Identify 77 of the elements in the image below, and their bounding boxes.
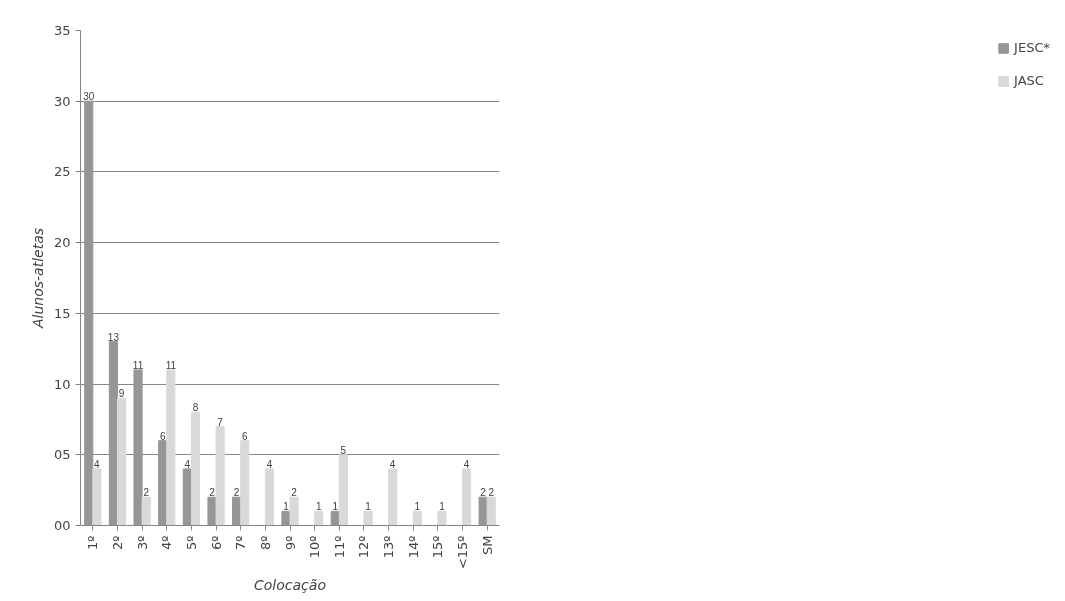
data-label: 30 bbox=[83, 91, 95, 103]
data-label: 4 bbox=[463, 458, 470, 470]
bar bbox=[486, 496, 496, 526]
legend-label: JASC bbox=[1014, 73, 1044, 88]
data-label: 11 bbox=[165, 359, 177, 371]
data-label: 2 bbox=[233, 487, 240, 499]
x-tick-label: SM bbox=[479, 535, 495, 555]
x-tick-label: 2º bbox=[109, 535, 125, 550]
bar bbox=[166, 369, 176, 526]
data-label: 2 bbox=[488, 487, 495, 499]
data-label: 1 bbox=[283, 501, 290, 513]
bar bbox=[478, 496, 488, 526]
bar bbox=[314, 510, 324, 526]
data-label: 4 bbox=[266, 458, 273, 470]
data-label: 4 bbox=[389, 458, 396, 470]
bar bbox=[190, 411, 201, 526]
bar bbox=[108, 341, 118, 526]
bar bbox=[215, 426, 225, 526]
x-tick-label: 3º bbox=[134, 535, 150, 550]
bar bbox=[141, 496, 151, 526]
x-axis-title: Colocação bbox=[254, 577, 326, 594]
bar bbox=[338, 454, 348, 526]
data-label: 4 bbox=[94, 458, 101, 470]
data-label: 2 bbox=[480, 487, 487, 499]
x-tick-label: 14º bbox=[405, 535, 421, 559]
x-tick-label: 7º bbox=[233, 535, 249, 550]
data-label: 1 bbox=[365, 501, 372, 513]
data-label: 7 bbox=[217, 416, 224, 428]
y-tick-label: 35 bbox=[53, 23, 71, 38]
data-label: 8 bbox=[192, 402, 199, 414]
x-tick-label: 5º bbox=[183, 535, 199, 550]
y-tick-label: 25 bbox=[53, 164, 71, 180]
x-tick-label: 9º bbox=[282, 535, 298, 550]
data-label: 2 bbox=[143, 487, 150, 499]
x-tick-label: 1º bbox=[85, 535, 101, 550]
bar bbox=[437, 510, 447, 526]
y-tick-label: 20 bbox=[53, 235, 71, 251]
x-tick-label: 6º bbox=[208, 535, 224, 550]
bar bbox=[84, 100, 94, 526]
data-label: 2 bbox=[209, 487, 216, 499]
bar bbox=[388, 468, 398, 526]
data-label: 9 bbox=[118, 388, 125, 400]
data-label: 1 bbox=[332, 501, 339, 513]
bar bbox=[240, 440, 250, 526]
data-label: 6 bbox=[159, 430, 166, 442]
x-tick-label: 12º bbox=[356, 535, 372, 559]
y-tick-label: 00 bbox=[53, 518, 71, 533]
bar bbox=[289, 496, 299, 526]
y-tick-label: 30 bbox=[53, 93, 71, 109]
bar bbox=[133, 369, 143, 526]
data-label: 1 bbox=[315, 501, 322, 513]
x-tick-label: 8º bbox=[257, 535, 273, 550]
x-tick-label: <15º bbox=[455, 535, 471, 570]
legend-label: JESC* bbox=[1014, 40, 1050, 55]
bar bbox=[92, 468, 102, 526]
data-label: 5 bbox=[340, 444, 347, 456]
x-tick-label: 4º bbox=[159, 535, 175, 550]
data-label: 4 bbox=[184, 458, 191, 470]
bar bbox=[116, 397, 127, 526]
data-label: 2 bbox=[291, 487, 298, 499]
x-tick-label: 13º bbox=[381, 535, 397, 559]
bar bbox=[264, 468, 274, 526]
data-label: 1 bbox=[414, 501, 421, 513]
bar bbox=[363, 510, 373, 526]
data-label: 6 bbox=[241, 430, 248, 442]
y-tick-label: 05 bbox=[53, 447, 71, 463]
y-axis-title: Alunos-atletas bbox=[29, 227, 46, 330]
data-label: 13 bbox=[107, 331, 120, 343]
data-label: 11 bbox=[132, 359, 144, 371]
y-tick-label: 15 bbox=[53, 305, 71, 321]
data-label: 1 bbox=[439, 501, 446, 513]
x-tick-label: 10º bbox=[307, 535, 323, 559]
y-tick-label: 10 bbox=[53, 376, 71, 392]
bar bbox=[462, 468, 472, 526]
x-tick-label: 11º bbox=[331, 535, 347, 559]
x-tick-label: 15º bbox=[430, 535, 446, 559]
bar bbox=[412, 510, 422, 526]
